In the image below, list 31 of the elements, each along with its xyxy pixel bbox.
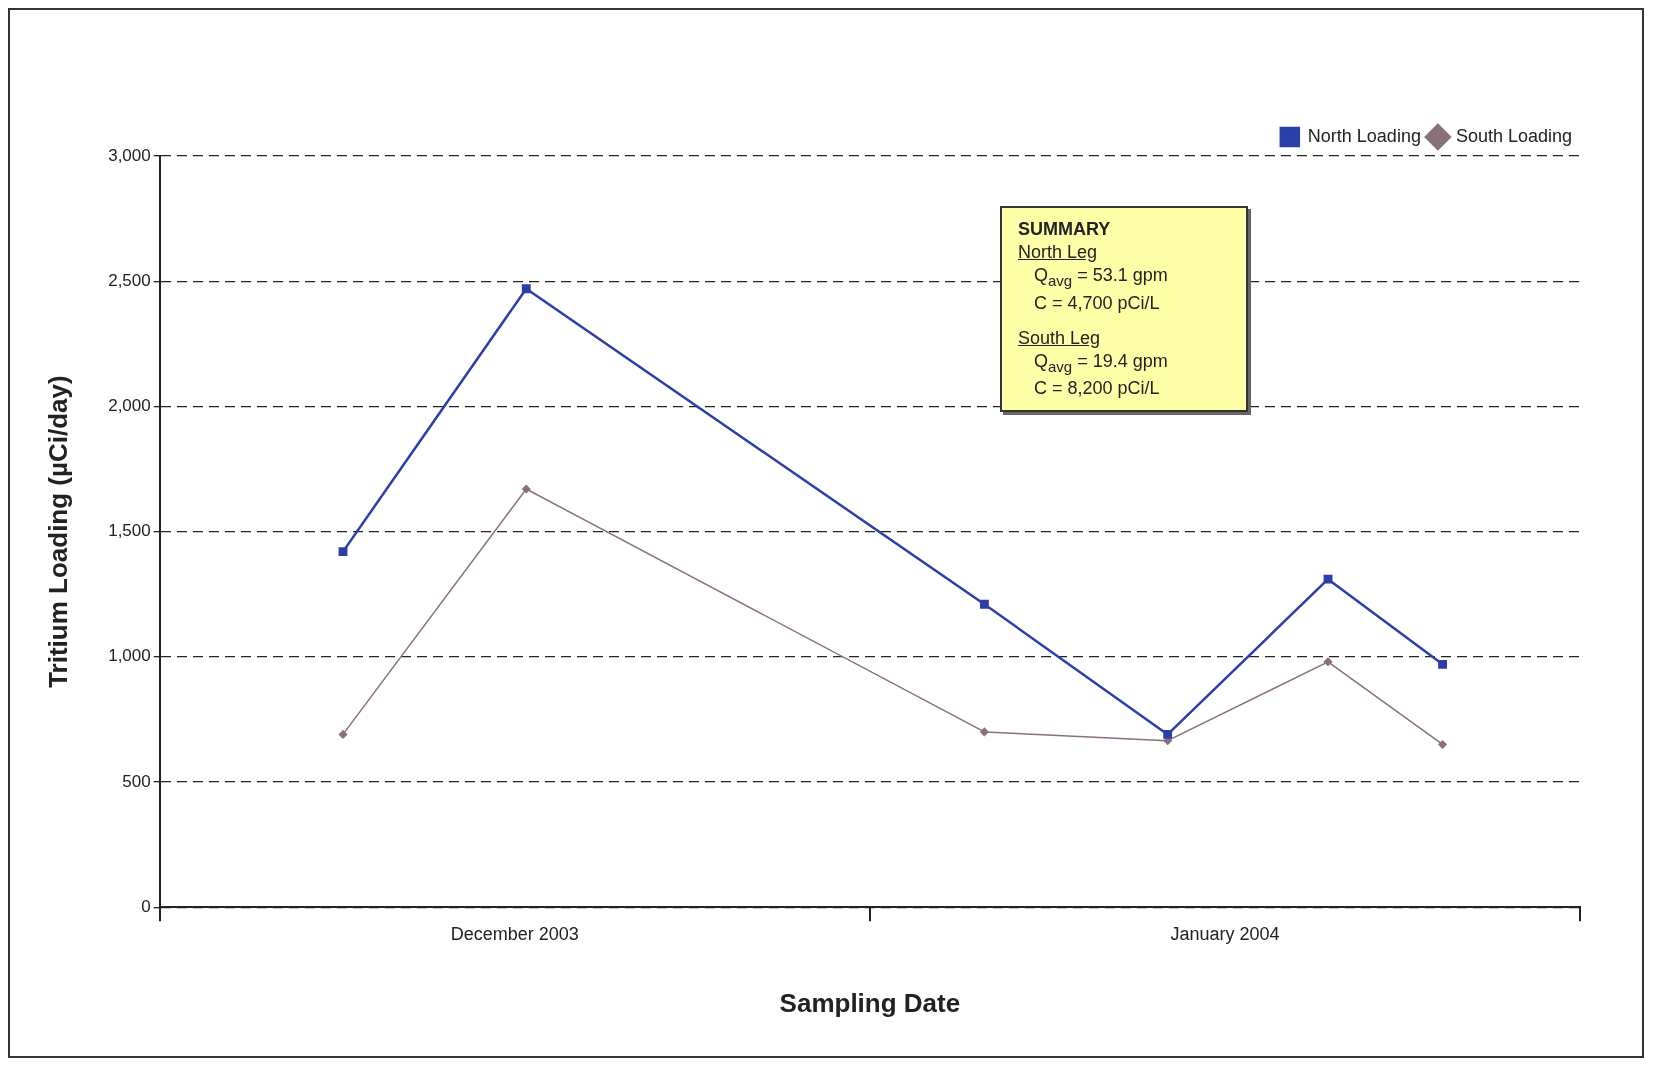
- annotation: South Leg: [1018, 326, 1102, 350]
- legend-label: South Loading: [1455, 125, 1573, 146]
- annotation: C = 8,200 pCi/L: [1033, 377, 1161, 401]
- x-axis-title: Sampling Date: [779, 987, 961, 1018]
- annotation: North Leg: [1018, 241, 1099, 264]
- y-tick-label: 2,500: [108, 270, 151, 290]
- point: [522, 484, 531, 494]
- point: [338, 730, 348, 739]
- y-tick-label: 500: [122, 771, 151, 791]
- x-tick-label: December 2003: [450, 923, 579, 944]
- y-axis-title: Tritium Loading (µCi/day): [42, 375, 73, 688]
- annotation: C = 4,700 pCi/L: [1033, 291, 1161, 315]
- annotation: Q$_{avg}$ = 53.1 gpm: [1033, 264, 1169, 291]
- y-tick-label: 2,000: [108, 396, 151, 416]
- point: [1163, 729, 1173, 739]
- annotation: Q$_{avg}$ = 19.4 gpm: [1033, 349, 1169, 377]
- point: [979, 599, 989, 609]
- point: [1438, 740, 1447, 749]
- annotation: SUMMARY: [1018, 218, 1112, 241]
- y-tick-label: 1,000: [108, 646, 151, 666]
- y-tick-label: 0: [141, 896, 151, 916]
- legend-label: North Loading: [1307, 125, 1421, 146]
- point: [1323, 657, 1333, 667]
- point: [521, 284, 531, 294]
- point: [1323, 574, 1333, 584]
- point: [338, 547, 348, 557]
- y-tick-label: 1,500: [108, 521, 151, 541]
- y-tick-label: 3,000: [108, 145, 151, 165]
- x-tick-label: January 2004: [1170, 923, 1280, 944]
- point: [980, 727, 989, 737]
- point: [1438, 659, 1447, 669]
